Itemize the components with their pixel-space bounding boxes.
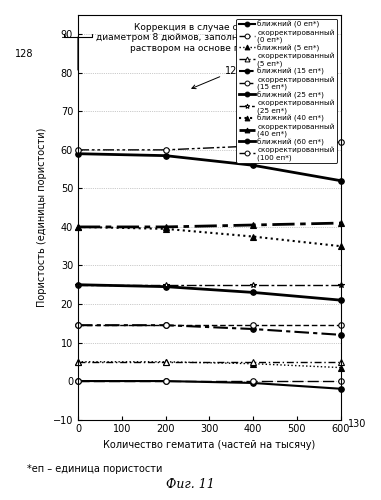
X-axis label: Количество гематита (частей на тысячу): Количество гематита (частей на тысячу) [103,440,315,450]
Text: 128: 128 [15,48,34,58]
Text: *еп – единица пористости: *еп – единица пористости [27,464,162,474]
Legend: ближний (0 еп*), скорректированный
(0 еп*), ближний (5 еп*), скорректированный
(: ближний (0 еп*), скорректированный (0 еп… [237,18,337,163]
Text: Коррекция в случае скважин
диаметром 8 дюймов, заполненных буровым
раствором на : Коррекция в случае скважин диаметром 8 д… [96,23,312,53]
Text: Фиг. 11: Фиг. 11 [166,478,215,490]
Y-axis label: Пористость (единицы пористости): Пористость (единицы пористости) [37,128,47,307]
Text: 126: 126 [192,66,243,88]
Text: 130: 130 [347,418,366,428]
